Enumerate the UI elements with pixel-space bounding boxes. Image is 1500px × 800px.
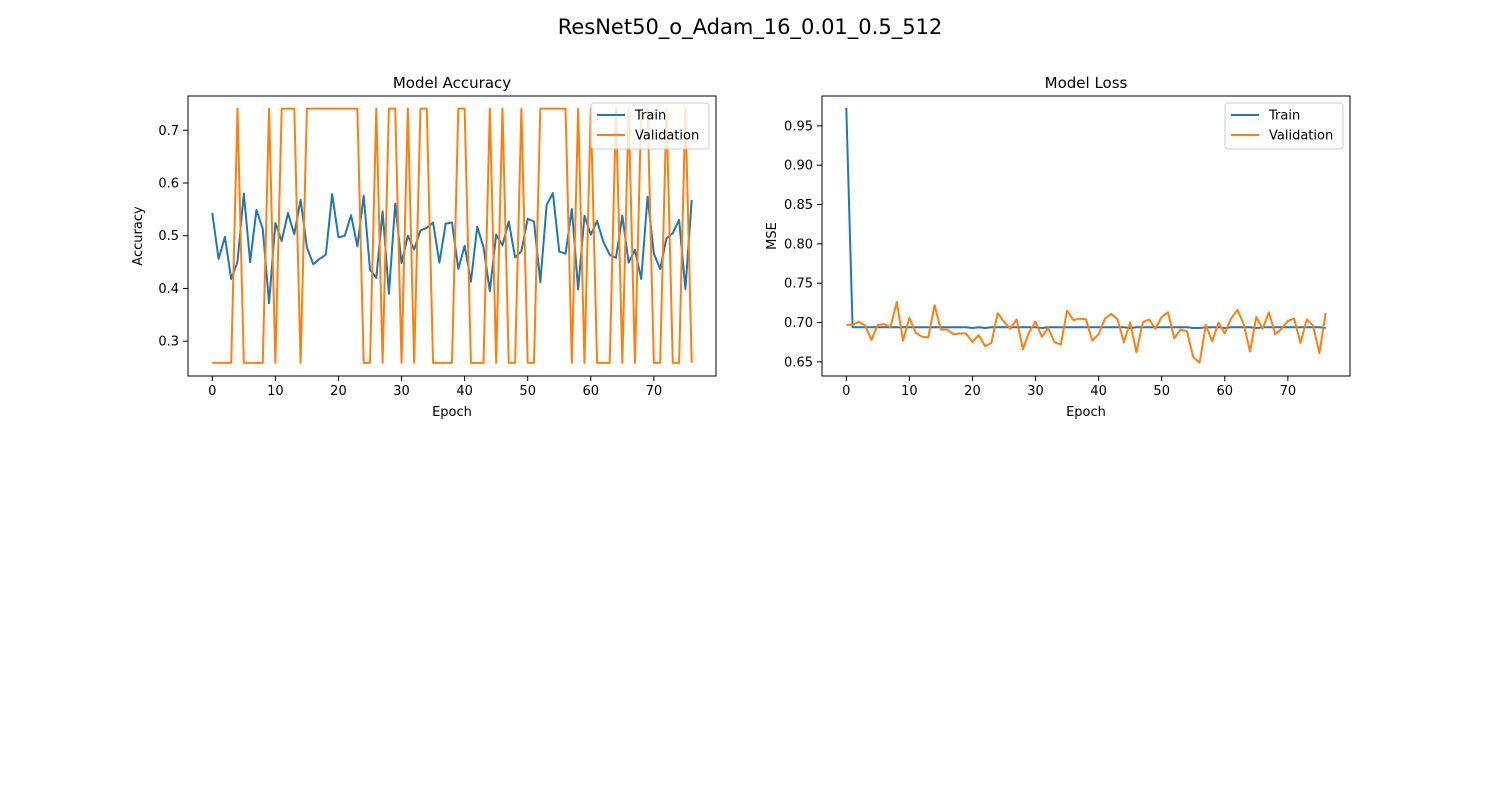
- legend-label-validation: Validation: [1269, 129, 1333, 144]
- x-tick-label: 40: [456, 384, 473, 399]
- y-tick-label: 0.7: [158, 124, 179, 139]
- loss-chart: Model Loss 0 10 20 30 40 50 60 70 0.65 0.70 0.75 0.8…: [765, 74, 1351, 420]
- x-tick-label: 30: [393, 384, 410, 399]
- y-tick-label: 0.65: [784, 355, 813, 370]
- chart-title: Model Loss: [1045, 74, 1128, 92]
- legend-label-train: Train: [634, 109, 666, 124]
- y-axis-label: MSE: [765, 222, 780, 250]
- x-tick-label: 0: [208, 384, 216, 399]
- y-tick-label: 0.90: [784, 159, 813, 174]
- x-tick-label: 10: [901, 384, 918, 399]
- series-line-train: [845, 107, 1326, 330]
- y-tick-label: 0.80: [784, 237, 813, 252]
- x-tick-label: 0: [842, 384, 850, 399]
- x-tick-label: 50: [519, 384, 536, 399]
- axes-frame: [821, 95, 1351, 377]
- y-tick-label: 0.70: [784, 316, 813, 331]
- y-tick-label: 0.5: [158, 229, 179, 244]
- series-line-validation: [846, 301, 1327, 364]
- series-line-validation: [212, 107, 693, 364]
- x-tick-label: 10: [267, 384, 284, 399]
- x-tick-label: 70: [1280, 384, 1297, 399]
- x-axis-label: Epoch: [432, 405, 472, 420]
- y-tick-label: 0.3: [158, 335, 179, 350]
- y-tick-label: 0.75: [784, 277, 813, 292]
- x-tick-label: 40: [1090, 384, 1107, 399]
- legend-label-validation: Validation: [635, 129, 699, 144]
- legend-label-train: Train: [1268, 109, 1300, 124]
- y-tick-label: 0.6: [158, 177, 179, 192]
- x-tick-label: 20: [330, 384, 347, 399]
- y-axis-label: Accuracy: [131, 206, 146, 266]
- chart-title: Model Accuracy: [393, 74, 511, 92]
- y-tick-label: 0.85: [784, 198, 813, 213]
- x-axis-label: Epoch: [1066, 405, 1106, 420]
- accuracy-chart: Model Accuracy 0 10 20 30 40 50 60 70 0.3 0.4 0.5 0.…: [131, 74, 717, 420]
- x-tick-label: 30: [1027, 384, 1044, 399]
- x-tick-label: 20: [964, 384, 981, 399]
- legend: Train Validation: [590, 102, 710, 150]
- figure-suptitle: ResNet50_o_Adam_16_0.01_0.5_512: [558, 15, 943, 40]
- x-tick-label: 60: [1217, 384, 1234, 399]
- x-tick-label: 50: [1153, 384, 1170, 399]
- x-tick-label: 70: [646, 384, 663, 399]
- y-tick-label: 0.95: [784, 119, 813, 134]
- legend: Train Validation: [1224, 102, 1344, 150]
- x-tick-label: 60: [583, 384, 600, 399]
- y-tick-label: 0.4: [158, 282, 179, 297]
